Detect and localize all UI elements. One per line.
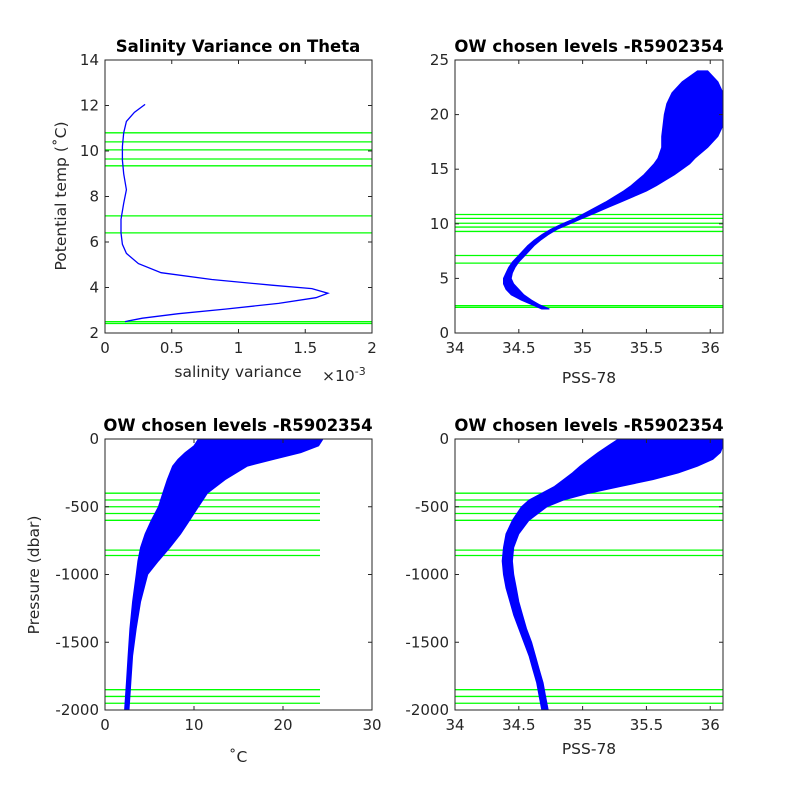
axes-box xyxy=(104,59,373,334)
x-tick-label: 20 xyxy=(273,716,292,734)
y-tick-label: 6 xyxy=(89,233,99,251)
y-tick-label: 10 xyxy=(80,142,99,160)
panel-temperature-pressure: OW chosen levels -R5902354 0 10 20 30 -2000 -… xyxy=(25,416,382,766)
panel-1-x-exponent-base: ×10 xyxy=(322,367,355,385)
salinity-variance-line xyxy=(120,103,330,323)
x-tick-label: 30 xyxy=(362,716,381,734)
panel-3-plot-area: 0 10 20 30 -2000 -1500 -1000 -500 0 xyxy=(55,430,381,734)
panel-1-plot-area: 0 0.5 1 1.5 2 2 4 6 8 10 12 14 xyxy=(80,51,377,357)
x-tick-label: 10 xyxy=(184,716,203,734)
panel-3-title: OW chosen levels -R5902354 xyxy=(103,416,372,435)
y-tick-label: 10 xyxy=(430,215,449,233)
x-tick-label: 36 xyxy=(701,716,720,734)
x-tick-label: 34.5 xyxy=(502,716,535,734)
panel-salinity-theta: OW chosen levels -R5902354 34 34.5 35 35.5 3… xyxy=(430,37,724,387)
y-tick-label: -500 xyxy=(65,498,99,516)
x-tick-label: 34 xyxy=(445,716,464,734)
y-tick-label: -1500 xyxy=(55,633,99,651)
y-tick-label: 12 xyxy=(80,97,99,115)
panel-salinity-variance: Salinity Variance on Theta 0 0.5 1 1.5 2 2 4 6 8… xyxy=(52,37,377,385)
panel-4-xlabel: PSS-78 xyxy=(562,740,616,758)
y-tick-label: -1000 xyxy=(405,566,449,584)
axes-box xyxy=(454,59,724,334)
y-tick-label: 2 xyxy=(89,324,99,342)
panel-1-xlabel: salinity variance xyxy=(174,363,301,381)
y-tick-label: 4 xyxy=(89,279,99,297)
x-tick-label: 34.5 xyxy=(502,339,535,357)
panel-1-x-exponent-power: -3 xyxy=(355,365,366,378)
panel-1-ylabel: Potential temp (˚C) xyxy=(52,122,70,271)
y-tick-label: -2000 xyxy=(405,701,449,719)
panel-2-plot-area: 34 34.5 35 35.5 36 0 5 10 15 20 25 xyxy=(430,51,724,357)
panel-1-title: Salinity Variance on Theta xyxy=(116,37,361,56)
profile-envelope xyxy=(503,70,724,310)
x-tick-label: 2 xyxy=(367,339,377,357)
panel-salinity-pressure: OW chosen levels -R5902354 34 34.5 35 35.5 3… xyxy=(405,416,723,758)
x-tick-label: 0 xyxy=(100,339,110,357)
y-tick-label: -500 xyxy=(415,498,449,516)
panel-3-xlabel: ˚C xyxy=(229,748,248,766)
panel-2-xlabel: PSS-78 xyxy=(562,369,616,387)
y-tick-label: 8 xyxy=(89,188,99,206)
y-tick-label: 0 xyxy=(439,324,449,342)
x-tick-label: 0 xyxy=(100,716,110,734)
x-tick-label: 35 xyxy=(573,716,592,734)
profile-envelope xyxy=(501,438,724,711)
y-tick-label: 14 xyxy=(80,51,99,69)
x-tick-label: 0.5 xyxy=(160,339,184,357)
x-tick-label: 35.5 xyxy=(630,339,663,357)
y-tick-label: 0 xyxy=(89,430,99,448)
profile-envelope xyxy=(124,438,324,711)
y-tick-label: 5 xyxy=(439,269,449,287)
y-tick-label: -2000 xyxy=(55,701,99,719)
x-tick-label: 1.5 xyxy=(293,339,317,357)
y-tick-label: 25 xyxy=(430,51,449,69)
panel-2-title: OW chosen levels -R5902354 xyxy=(454,37,723,56)
x-tick-label: 36 xyxy=(701,339,720,357)
y-tick-label: -1500 xyxy=(405,633,449,651)
y-tick-label: 20 xyxy=(430,106,449,124)
x-tick-label: 34 xyxy=(445,339,464,357)
x-tick-label: 35 xyxy=(573,339,592,357)
panel-4-plot-area: 34 34.5 35 35.5 36 -2000 -1500 -1000 -500 0 xyxy=(405,430,724,734)
x-tick-label: 35.5 xyxy=(630,716,663,734)
panel-4-title: OW chosen levels -R5902354 xyxy=(454,416,723,435)
y-tick-label: -1000 xyxy=(55,566,99,584)
panel-3-ylabel: Pressure (dbar) xyxy=(25,516,43,635)
y-tick-label: 15 xyxy=(430,160,449,178)
x-tick-label: 1 xyxy=(234,339,244,357)
panel-1-x-exponent: ×10-3 xyxy=(322,365,366,385)
y-tick-label: 0 xyxy=(439,430,449,448)
